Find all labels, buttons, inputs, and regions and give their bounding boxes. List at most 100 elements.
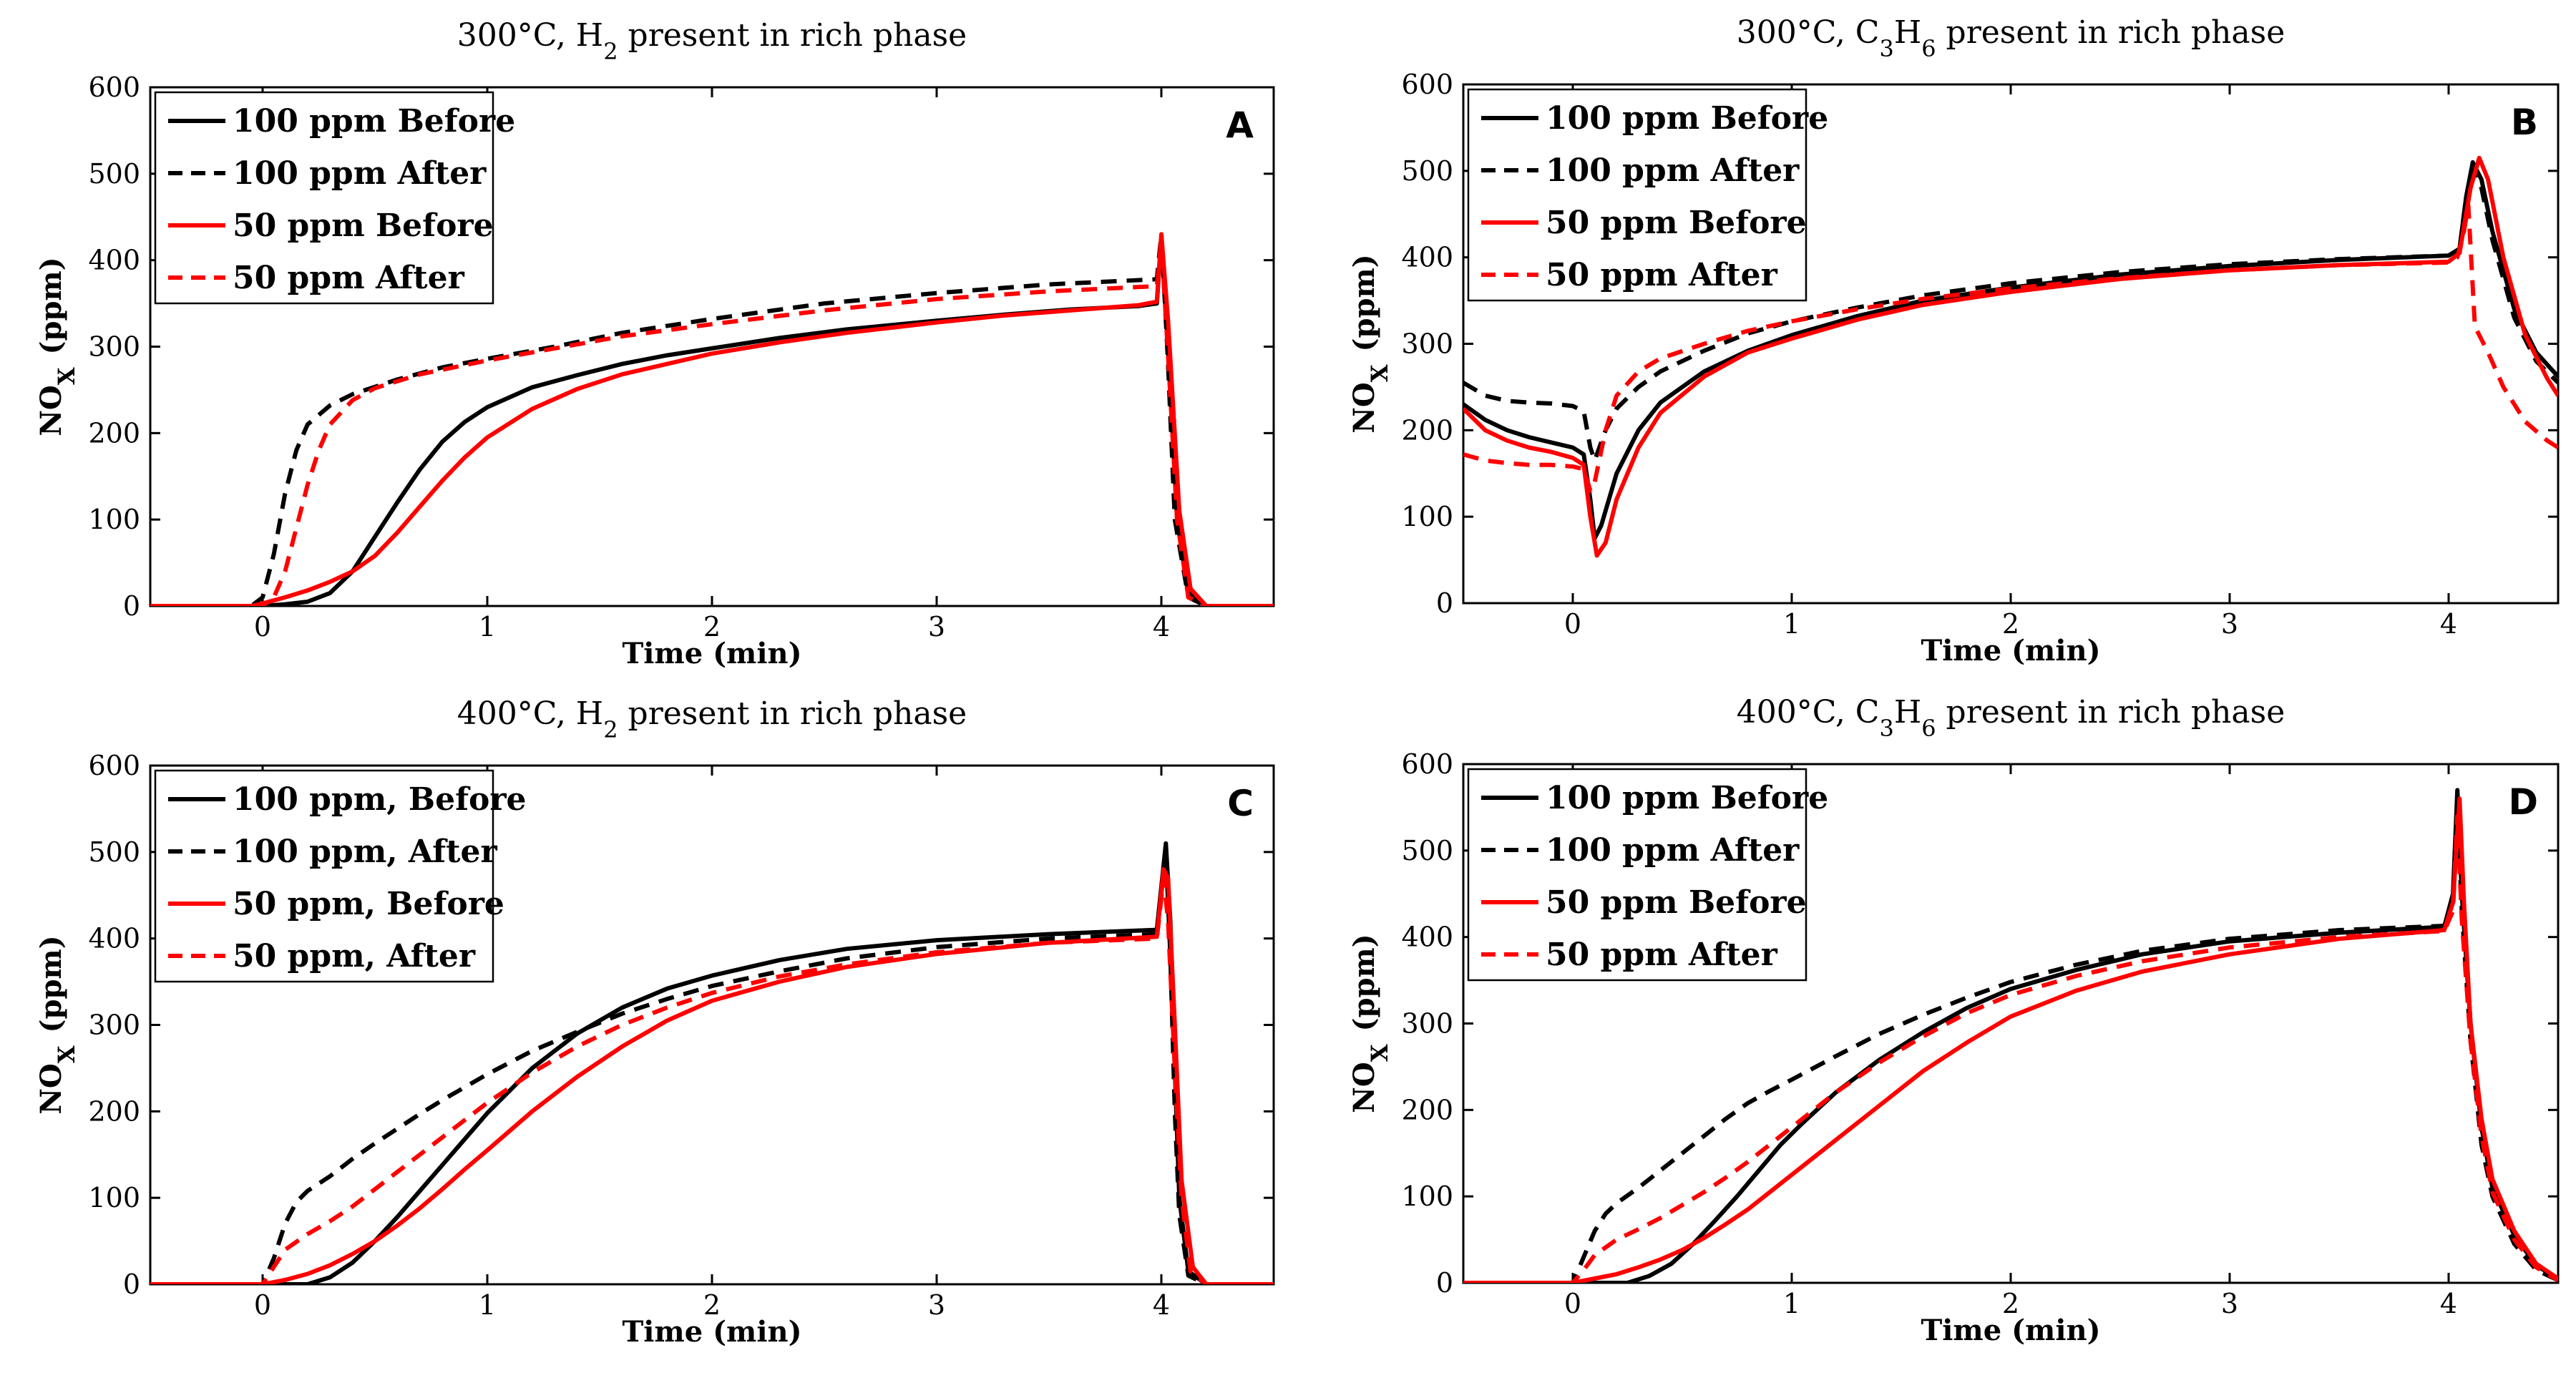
x-tick-label: 1 <box>1783 608 1800 640</box>
legend-label: 100 ppm, After <box>233 834 498 870</box>
y-tick-label: 500 <box>88 158 140 190</box>
y-tick-label: 200 <box>88 1095 140 1127</box>
legend-label: 50 ppm Before <box>233 207 494 244</box>
x-tick-label: 3 <box>2221 608 2238 640</box>
x-tick-label: 0 <box>1564 608 1581 640</box>
y-tick-label: 100 <box>1401 1181 1453 1212</box>
y-tick-label: 200 <box>1401 414 1453 446</box>
legend-label: 50 ppm After <box>1546 937 1778 973</box>
x-tick-label: 3 <box>928 1289 945 1321</box>
y-axis-label: NOX(ppm) <box>34 257 80 436</box>
y-tick-label: 600 <box>1401 748 1453 780</box>
series-line <box>1463 203 2558 493</box>
series-line <box>150 240 1274 606</box>
y-tick-label: 500 <box>88 836 140 868</box>
x-tick-label: 2 <box>2002 1288 2019 1319</box>
series-line <box>1463 160 2558 541</box>
legend-label: 50 ppm Before <box>1546 205 1807 241</box>
x-tick-label: 1 <box>479 1289 496 1321</box>
panel-letter: B <box>2511 102 2538 143</box>
y-tick-label: 400 <box>88 245 140 276</box>
chart-title: 300°C, C3H6 present in rich phase <box>1737 14 2285 62</box>
x-tick-label: 2 <box>703 611 721 642</box>
series-line <box>1463 155 2558 558</box>
x-tick-label: 1 <box>479 611 496 642</box>
x-tick-label: 4 <box>1153 611 1170 642</box>
series-line <box>150 232 1274 606</box>
series-line <box>1463 164 2558 463</box>
panel-b: 300°C, C3H6 present in rich phase 0 1 2 3 4 0 1… <box>1347 14 2560 668</box>
chart-title: 400°C, C3H6 present in rich phase <box>1737 694 2285 742</box>
x-axis-label: Time (min) <box>1921 1314 2100 1347</box>
x-tick-label: 0 <box>254 1289 271 1321</box>
y-axis-label: NOX(ppm) <box>1347 254 1393 433</box>
series-group <box>1463 788 2558 1283</box>
x-axis-label: Time (min) <box>622 1315 801 1349</box>
legend-box <box>1467 768 1807 982</box>
y-tick-label: 600 <box>88 72 140 103</box>
legend-box <box>1467 88 1807 302</box>
y-tick-label: 500 <box>1401 155 1453 187</box>
y-axis-label: NOX(ppm) <box>1347 934 1393 1113</box>
y-tick-label: 300 <box>88 331 140 363</box>
y-tick-label: 300 <box>88 1010 140 1041</box>
y-tick-label: 100 <box>88 504 140 535</box>
legend-box <box>154 769 494 983</box>
series-line <box>150 849 1274 1284</box>
y-tick-label: 400 <box>88 923 140 954</box>
legend: 100 ppm, Before 100 ppm, After 50 ppm, Bef… <box>154 769 527 983</box>
y-tick-label: 300 <box>1401 328 1453 360</box>
y-tick-label: 400 <box>1401 922 1453 953</box>
series-line <box>1463 813 2558 1283</box>
y-tick-label: 400 <box>1401 242 1453 273</box>
x-axis-label: Time (min) <box>1921 634 2100 668</box>
legend-label: 100 ppm Before <box>1546 100 1828 137</box>
legend-label: 50 ppm After <box>233 260 465 296</box>
x-tick-label: 4 <box>2440 1288 2457 1319</box>
x-tick-label: 4 <box>2440 608 2457 640</box>
legend-box <box>154 91 494 305</box>
series-group <box>1463 155 2558 558</box>
legend-label: 100 ppm After <box>1546 832 1800 869</box>
y-tick-label: 600 <box>1401 69 1453 100</box>
y-tick-label: 0 <box>1436 1267 1453 1299</box>
legend-label: 50 ppm Before <box>1546 884 1807 921</box>
x-tick-label: 3 <box>2221 1288 2238 1319</box>
chart-title: 400°C, H2 present in rich phase <box>457 695 967 743</box>
panel-letter: C <box>1227 783 1254 824</box>
y-tick-label: 500 <box>1401 835 1453 866</box>
panel-letter: D <box>2508 781 2538 823</box>
x-tick-label: 1 <box>1783 1288 1800 1319</box>
series-group <box>150 232 1274 606</box>
legend: 100 ppm Before 100 ppm After 50 ppm Before… <box>1467 768 1828 982</box>
panel-a: 300°C, H2 present in rich phase 0 1 2 3 4 0 100… <box>34 17 1275 670</box>
panel-letter: A <box>1226 104 1254 146</box>
y-axis-label: NOX(ppm) <box>34 935 80 1114</box>
x-tick-label: 3 <box>928 611 945 642</box>
y-tick-label: 100 <box>1401 501 1453 532</box>
x-tick-label: 0 <box>1564 1288 1581 1319</box>
y-tick-label: 0 <box>123 1269 140 1300</box>
series-group <box>150 841 1274 1284</box>
legend: 100 ppm Before 100 ppm After 50 ppm Before… <box>154 91 515 305</box>
legend-label: 100 ppm After <box>1546 152 1800 189</box>
legend-label: 50 ppm, After <box>233 938 476 974</box>
legend: 100 ppm Before 100 ppm After 50 ppm Before… <box>1467 88 1828 302</box>
legend-label: 100 ppm Before <box>233 103 515 140</box>
y-tick-label: 200 <box>88 417 140 449</box>
panel-d: 400°C, C3H6 present in rich phase 0 1 2 3 4 0 1… <box>1347 694 2560 1347</box>
x-tick-label: 4 <box>1153 1289 1170 1321</box>
chart-title: 300°C, H2 present in rich phase <box>457 17 967 65</box>
y-tick-label: 600 <box>88 750 140 781</box>
legend-label: 100 ppm After <box>233 155 487 192</box>
series-line <box>150 232 1274 606</box>
x-axis-label: Time (min) <box>622 637 801 670</box>
y-tick-label: 0 <box>1436 587 1453 619</box>
legend-label: 100 ppm Before <box>1546 780 1828 816</box>
x-tick-label: 2 <box>2002 608 2019 640</box>
legend-label: 50 ppm, Before <box>233 886 504 922</box>
legend-label: 50 ppm After <box>1546 257 1778 293</box>
y-tick-label: 200 <box>1401 1094 1453 1125</box>
y-tick-label: 0 <box>123 590 140 622</box>
